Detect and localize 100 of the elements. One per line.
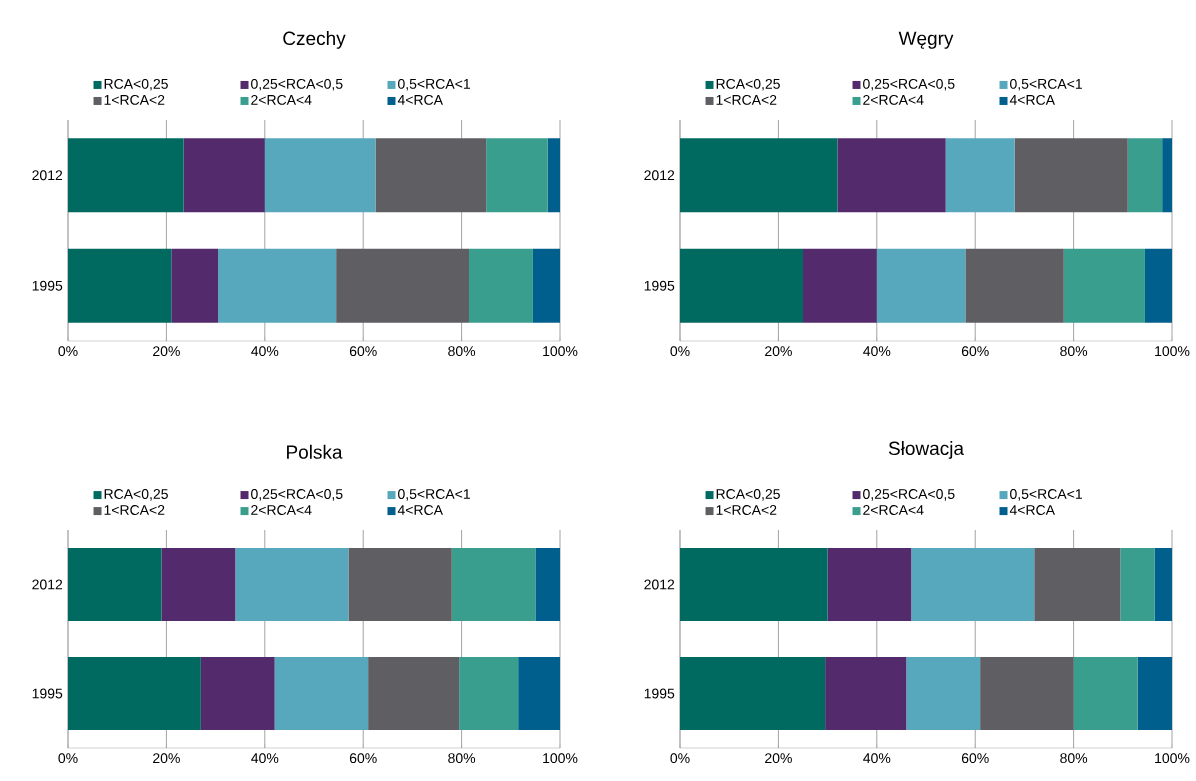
x-tick-label: 20% <box>765 753 792 764</box>
bar <box>945 138 1015 213</box>
bar <box>451 547 536 622</box>
bar <box>1034 547 1121 622</box>
bar <box>1120 547 1155 622</box>
bar <box>68 248 172 323</box>
bar <box>827 547 912 622</box>
bar <box>532 248 561 323</box>
bar <box>274 656 369 731</box>
bar <box>1063 248 1145 323</box>
bar <box>200 656 275 731</box>
bar <box>1162 138 1173 213</box>
legend-label: 0,25<RCA<0,5 <box>251 489 343 501</box>
bar <box>1073 656 1138 731</box>
legend-label: 0,5<RCA<1 <box>1010 489 1082 501</box>
bar <box>375 138 487 213</box>
x-tick-label: 40% <box>251 346 279 357</box>
bar <box>680 656 826 731</box>
x-tick-label: 100% <box>1155 346 1190 357</box>
bar <box>803 248 877 323</box>
legend-label: 1<RCA<2 <box>104 94 165 105</box>
y-tick-label: 2012 <box>32 170 63 181</box>
y-tick-label: 1995 <box>644 688 675 699</box>
bar <box>965 248 1064 323</box>
bar <box>1127 138 1163 213</box>
legend-label: 2<RCA<4 <box>251 505 312 515</box>
legend-label: 2<RCA<4 <box>863 505 924 515</box>
bar <box>837 138 946 213</box>
legend-label: 2<RCA<4 <box>863 94 924 105</box>
legend-label: 0,25<RCA<0,5 <box>251 78 343 91</box>
x-tick-label: 0% <box>670 753 690 764</box>
x-tick-label: 60% <box>961 346 989 357</box>
bar <box>68 138 184 213</box>
x-tick-label: 60% <box>349 753 377 764</box>
bar <box>161 547 236 622</box>
legend-label: 0,25<RCA<0,5 <box>863 489 955 501</box>
bar <box>68 547 162 622</box>
bar <box>980 656 1074 731</box>
bar <box>171 248 219 323</box>
x-tick-label: 40% <box>863 753 891 764</box>
legend-label: 0,25<RCA<0,5 <box>863 78 955 91</box>
bar <box>906 656 981 731</box>
bar <box>680 138 838 213</box>
bar <box>218 248 337 323</box>
bar <box>680 248 804 323</box>
y-tick-label: 1995 <box>32 688 63 699</box>
x-tick-label: 80% <box>1060 753 1088 764</box>
x-tick-label: 0% <box>670 346 690 357</box>
x-tick-label: 100% <box>543 346 578 357</box>
legend-label: 0,5<RCA<1 <box>398 489 470 501</box>
bar <box>1144 248 1173 323</box>
legend-label: 4<RCA <box>397 94 443 105</box>
legend-label: RCA<0,25 <box>104 489 168 501</box>
x-tick-label: 40% <box>863 346 891 357</box>
y-tick-label: 2012 <box>32 579 63 590</box>
legend-label: 1<RCA<2 <box>104 505 165 515</box>
legend-label: 2<RCA<4 <box>251 94 312 105</box>
x-tick-label: 40% <box>251 753 279 764</box>
bar <box>1014 138 1128 213</box>
bar <box>368 656 460 731</box>
x-tick-label: 100% <box>1155 753 1190 764</box>
bar <box>459 656 519 731</box>
x-tick-label: 80% <box>448 346 476 357</box>
chart-title: Węgry <box>898 31 954 49</box>
bar <box>876 248 966 323</box>
bar <box>547 138 561 213</box>
x-tick-label: 20% <box>153 753 180 764</box>
bar <box>348 547 452 622</box>
legend-label: 1<RCA<2 <box>716 505 777 515</box>
chart-title: Polska <box>287 444 343 459</box>
chart-title: Czechy <box>283 31 346 49</box>
y-tick-label: 2012 <box>644 170 675 181</box>
x-tick-label: 0% <box>58 346 78 357</box>
x-tick-label: 20% <box>153 346 180 357</box>
legend-label: RCA<0,25 <box>716 78 780 91</box>
bar <box>486 138 548 213</box>
bar <box>911 547 1035 622</box>
legend-label: 0,5<RCA<1 <box>398 78 470 91</box>
bar <box>1137 656 1173 731</box>
legend-label: 4<RCA <box>1009 94 1055 105</box>
legend-label: RCA<0,25 <box>716 489 780 501</box>
x-tick-label: 100% <box>543 753 578 764</box>
x-tick-label: 80% <box>448 753 476 764</box>
x-tick-label: 80% <box>1060 346 1088 357</box>
y-tick-label: 2012 <box>644 579 675 590</box>
bar <box>1154 547 1173 622</box>
bar <box>825 656 907 731</box>
x-tick-label: 20% <box>765 346 792 357</box>
y-tick-label: 1995 <box>644 280 675 291</box>
bar <box>235 547 349 622</box>
bar <box>264 138 376 213</box>
x-tick-label: 0% <box>58 753 78 764</box>
y-tick-label: 1995 <box>32 280 63 291</box>
chart-title: Słowacja <box>888 441 965 459</box>
bar <box>468 248 533 323</box>
x-tick-label: 60% <box>349 346 377 357</box>
bar <box>336 248 469 323</box>
bar <box>518 656 561 731</box>
bar <box>680 547 828 622</box>
x-tick-label: 60% <box>961 753 989 764</box>
